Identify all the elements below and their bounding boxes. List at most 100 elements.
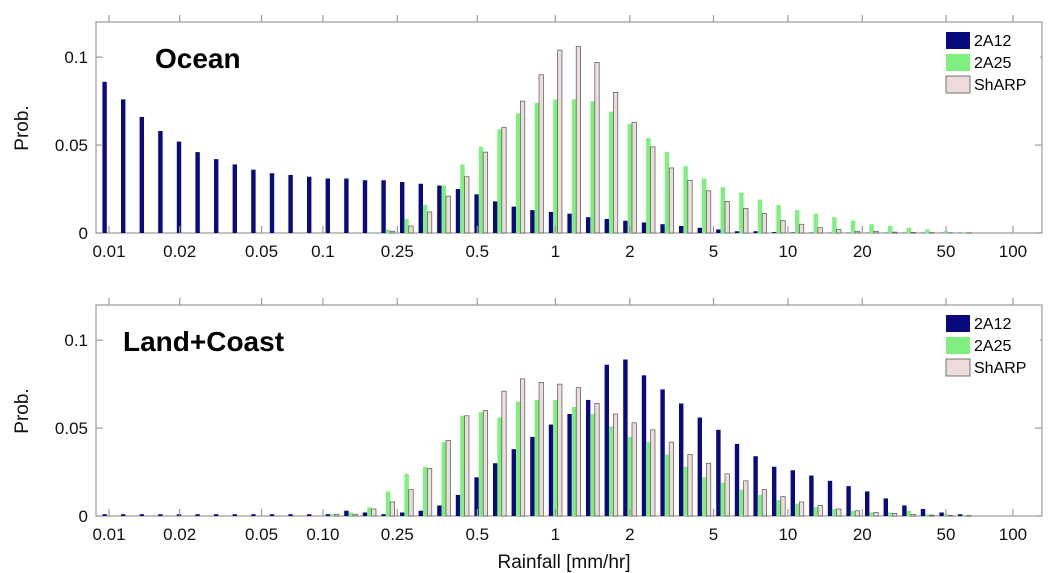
bar-2a12-2 [139, 514, 144, 516]
bar-2a25-16 [404, 218, 409, 233]
x-tick-label: 0.25 [381, 242, 414, 261]
bar-2a25-37 [795, 503, 800, 516]
bar-2a12-1 [121, 514, 126, 516]
bar-sharp-25 [575, 46, 581, 234]
bar-2a12-22 [511, 206, 516, 234]
bar-2a12-15 [381, 514, 386, 516]
bar-sharp-34 [743, 208, 749, 234]
bar-2a25-23 [534, 399, 539, 516]
x-tick-label: 0.1 [311, 242, 335, 261]
bar-2a12-42 [883, 498, 888, 516]
x-tick-label: 1 [551, 242, 560, 261]
x-tick-label: 20 [853, 242, 872, 261]
bar-2a12-30 [660, 224, 665, 233]
bar-2a12-25 [567, 213, 572, 233]
legend-swatch-sharp [945, 358, 971, 377]
bar-2a25-32 [702, 178, 707, 233]
bar-2a25-15 [385, 491, 391, 516]
bar-2a25-39 [832, 217, 837, 233]
bar-2a12-34 [734, 443, 740, 516]
bar-2a25-46 [962, 232, 967, 233]
bar-sharp-35 [761, 489, 767, 517]
y-ticks-land-coast: 0 0.05 0.1 [55, 331, 1042, 526]
legend-land-coast: 2A12 2A25 ShARP [942, 311, 1040, 387]
x-tick-label: 1 [551, 525, 560, 544]
bar-sharp-30 [668, 441, 674, 517]
x-tick-label: 2 [625, 525, 634, 544]
bar-2a25-40 [850, 510, 856, 517]
bar-2a25-30 [664, 454, 670, 516]
bar-sharp-29 [650, 146, 656, 234]
bar-2a12-5 [195, 152, 200, 233]
bar-2a12-33 [716, 429, 721, 516]
bar-sharp-15 [389, 501, 395, 517]
bar-sharp-31 [687, 179, 693, 234]
bar-2a12-8 [251, 169, 256, 233]
bar-2a12-16 [400, 182, 405, 233]
bar-sharp-24 [557, 49, 563, 234]
bar-sharp-40 [854, 230, 860, 234]
bar-2a12-46 [958, 514, 963, 516]
bar-sharp-41 [873, 512, 879, 517]
bar-2a12-24 [548, 424, 554, 516]
bar-2a12-5 [195, 514, 200, 516]
bar-sharp-15 [389, 230, 395, 234]
bar-2a25-29 [646, 138, 651, 233]
bar-sharp-31 [687, 454, 693, 517]
bar-2a12-11 [307, 514, 312, 516]
x-tick-label: 0.05 [245, 525, 278, 544]
legend-label-2a25: 2A25 [974, 55, 1011, 72]
x-ticks-ocean: 0.01 0.02 0.05 0.1 0.25 0.5 1 2 5 10 20 50 100 [92, 15, 1027, 261]
x-tick-label: 10 [778, 242, 797, 261]
bar-sharp-39 [836, 229, 842, 234]
bar-2a12-19 [455, 494, 461, 516]
bar-2a12-11 [307, 176, 312, 233]
bar-sharp-41 [873, 230, 879, 234]
bar-2a12-15 [381, 180, 386, 233]
bar-2a25-27 [609, 426, 614, 516]
bar-2a12-13 [344, 178, 349, 233]
bar-2a25-28 [627, 436, 632, 517]
bar-sharp-37 [799, 223, 805, 234]
bar-sharp-18 [445, 195, 451, 234]
bar-sharp-22 [520, 378, 526, 517]
bar-2a12-39 [827, 480, 833, 516]
bar-2a12-32 [697, 417, 702, 516]
bar-2a12-37 [790, 232, 795, 233]
bar-2a12-27 [604, 218, 609, 233]
x-tick-label: 0.10 [306, 525, 339, 544]
bar-2a12-29 [641, 375, 647, 516]
legend-swatch-2a12 [946, 315, 970, 332]
bar-2a25-34 [739, 192, 744, 233]
bar-sharp-38 [817, 227, 823, 234]
bar-2a25-42 [888, 225, 893, 233]
bar-2a12-23 [530, 436, 535, 517]
bar-2a12-9 [269, 173, 275, 233]
bar-2a12-40 [846, 486, 851, 516]
bar-2a12-41 [865, 491, 870, 516]
bar-sharp-27 [613, 413, 619, 517]
bar-sharp-21 [501, 127, 507, 234]
x-tick-label: 50 [937, 242, 956, 261]
x-tick-label: 50 [937, 525, 956, 544]
bar-2a12-31 [679, 403, 684, 516]
bar-sharp-37 [799, 501, 805, 517]
bar-2a25-32 [702, 477, 707, 516]
bar-sharp-33 [724, 473, 730, 517]
legend-label-2a12: 2A12 [974, 33, 1011, 50]
bar-2a12-18 [437, 505, 442, 516]
bar-2a12-20 [474, 194, 479, 233]
bar-sharp-18 [445, 440, 451, 517]
x-tick-label: 2 [625, 242, 634, 261]
bar-2a12-38 [809, 475, 814, 516]
bar-2a12-10 [288, 514, 293, 516]
bar-2a25-44 [925, 229, 930, 233]
bar-2a12-26 [586, 399, 591, 516]
bar-sharp-43 [910, 513, 916, 517]
x-tick-label: 0.05 [245, 242, 278, 261]
bar-2a25-29 [646, 442, 651, 516]
bar-2a25-21 [497, 129, 502, 233]
bar-sharp-28 [631, 121, 637, 234]
x-tick-label: 5 [709, 525, 718, 544]
bar-2a12-33 [716, 229, 721, 233]
